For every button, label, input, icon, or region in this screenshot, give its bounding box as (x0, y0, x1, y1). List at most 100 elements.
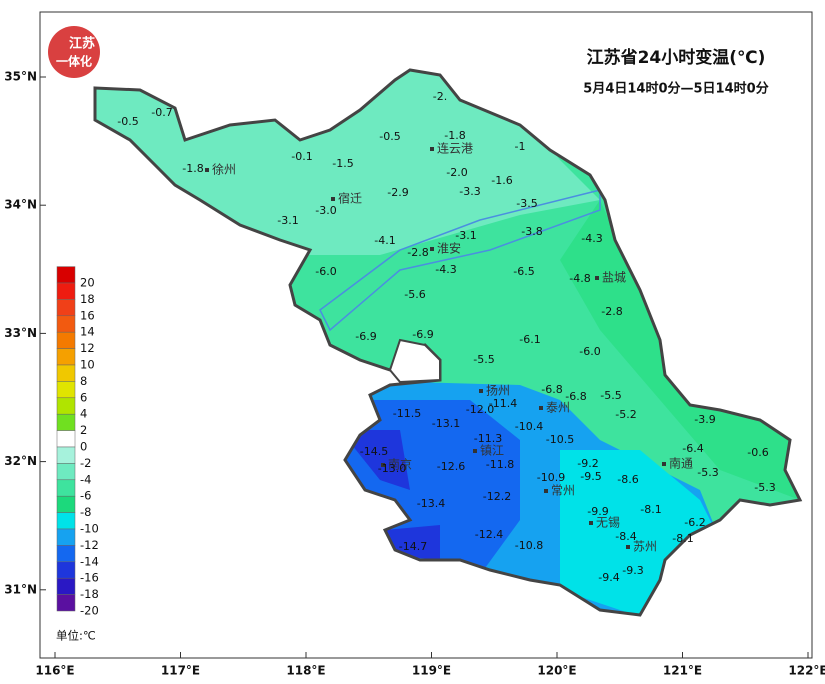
station-value: -6.9 (355, 330, 376, 343)
station-value: -3.8 (521, 225, 542, 238)
legend-swatch (56, 479, 76, 497)
city-dot (479, 389, 483, 393)
station-value: -11.8 (486, 458, 514, 471)
station-value: -13.0 (378, 462, 406, 475)
station-value: -9.2 (577, 457, 598, 470)
legend-swatch (56, 430, 76, 448)
legend-swatch (56, 397, 76, 415)
station-value: -3.3 (459, 185, 480, 198)
station-value: -6.0 (315, 265, 336, 278)
legend-swatch (56, 315, 76, 333)
station-value: -12.2 (483, 490, 511, 503)
station-value: -11.5 (393, 407, 421, 420)
legend-label: -10 (80, 522, 99, 536)
y-tick-label: 34°N (4, 198, 37, 212)
station-value: -11.3 (474, 432, 502, 445)
station-value: -1.8 (182, 162, 203, 175)
legend-label: 18 (80, 292, 95, 306)
city-label: 镇江 (480, 444, 504, 458)
city-label: 宿迁 (338, 191, 362, 206)
city-label: 南京 (388, 457, 412, 472)
legend-label: 16 (80, 308, 95, 322)
station-value: -1.6 (491, 174, 512, 187)
y-tick-label: 32°N (4, 454, 37, 468)
station-value: -9.5 (580, 470, 601, 483)
station-value: -8.1 (640, 503, 661, 516)
legend-label: -4 (80, 472, 91, 486)
station-value: -4.3 (435, 263, 456, 276)
station-value: -2.0 (446, 166, 467, 179)
x-tick-label: 121°E (663, 664, 702, 678)
city-label: 盐城 (602, 271, 626, 285)
station-value: -3.1 (455, 229, 476, 242)
station-value: -2.8 (601, 305, 622, 318)
station-value: -0.7 (151, 106, 172, 119)
station-value: -6.2 (684, 516, 705, 529)
legend-swatch (56, 495, 76, 513)
station-value: -4.1 (374, 234, 395, 247)
legend-swatch (56, 594, 76, 612)
city-dot (205, 168, 209, 172)
legend-label: 2 (80, 423, 87, 437)
legend-label: -2 (80, 456, 91, 470)
station-value: -13.1 (432, 417, 460, 430)
station-value: -0.5 (117, 115, 138, 128)
city-label: 常州 (551, 484, 575, 498)
station-value: -12.6 (437, 460, 465, 473)
legend-swatch (56, 282, 76, 300)
legend-swatch (56, 381, 76, 399)
x-tick-label: 116°E (35, 664, 74, 678)
y-tick-label: 31°N (4, 582, 37, 596)
city-label: 南通 (669, 456, 693, 471)
station-value: -9.3 (622, 564, 643, 577)
station-value: -11.4 (489, 397, 517, 410)
map-title: 江苏省24小时变温(℃) (587, 47, 766, 68)
city-label: 淮安 (437, 241, 461, 256)
x-tick-label: 119°E (412, 664, 451, 678)
city-label: 扬州 (486, 383, 510, 398)
station-value: -10.4 (515, 420, 543, 433)
station-value: -6.0 (579, 345, 600, 358)
legend-label: 14 (80, 325, 95, 339)
city-dot (589, 521, 593, 525)
logo (48, 26, 100, 78)
station-value: -6.5 (513, 265, 534, 278)
station-value: -6.8 (565, 390, 586, 403)
station-value: -4.8 (569, 272, 590, 285)
legend-swatch (56, 446, 76, 464)
city-label: 苏州 (633, 540, 657, 554)
legend-label: -20 (80, 604, 99, 618)
station-value: -0.6 (747, 446, 768, 459)
legend-label: 0 (80, 440, 87, 454)
legend-swatch (56, 299, 76, 317)
city-dot (430, 247, 434, 251)
station-value: -6.9 (412, 328, 433, 341)
city-label: 无锡 (596, 515, 620, 530)
station-value: -10.5 (546, 433, 574, 446)
station-value: -6.4 (682, 442, 703, 455)
legend-label: 8 (80, 374, 87, 388)
city-dot (539, 406, 543, 410)
legend-label: -18 (80, 587, 99, 601)
x-tick-label: 122°E (788, 664, 825, 678)
x-tick-label: 117°E (161, 664, 200, 678)
city-dot (662, 462, 666, 466)
station-value: -13.4 (417, 497, 445, 510)
legend-swatch (56, 266, 76, 284)
station-value: -8.6 (617, 473, 638, 486)
station-value: -1.5 (332, 157, 353, 170)
station-value: -3.1 (277, 214, 298, 227)
city-dot (331, 197, 335, 201)
legend-swatch (56, 413, 76, 431)
station-value: -9.9 (587, 505, 608, 518)
station-value: -5.5 (473, 353, 494, 366)
city-dot (626, 545, 630, 549)
city-dot (430, 147, 434, 151)
station-value: -4.3 (581, 232, 602, 245)
logo-text: 江苏 (69, 36, 95, 52)
legend-label: 20 (80, 276, 95, 290)
legend-swatch (56, 463, 76, 481)
legend-swatch (56, 528, 76, 546)
station-value: -1.8 (444, 129, 465, 142)
